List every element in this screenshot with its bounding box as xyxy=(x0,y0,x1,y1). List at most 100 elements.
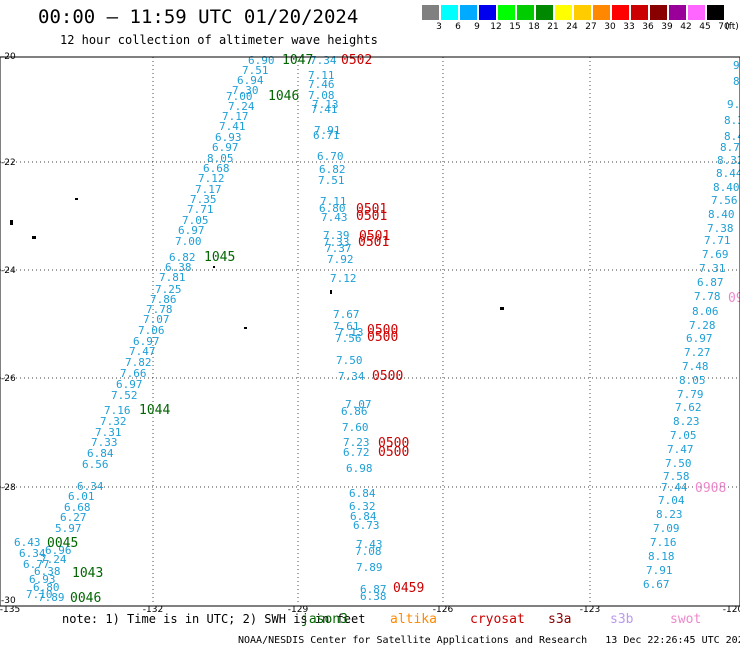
wave-height-value: 6.67 xyxy=(643,578,670,591)
legend-label: 6 xyxy=(455,22,461,32)
wave-height-value: 6.98 xyxy=(346,462,373,475)
legend-label: 39 xyxy=(661,22,673,32)
wave-height-value: 7.62 xyxy=(675,401,702,414)
wave-height-value: 7.89 xyxy=(38,591,65,604)
wave-height-value: 7.08 xyxy=(355,545,382,558)
wave-height-value: 6.34 xyxy=(19,547,46,560)
wave-height-value: 7.24 xyxy=(40,553,67,566)
time-stamp: 1043 xyxy=(72,566,103,581)
wave-height-value: 6.84 xyxy=(350,510,377,523)
wave-height-value: 8.06 xyxy=(692,305,719,318)
wave-height-value: 8.40 xyxy=(713,181,740,194)
legend-label: 9 xyxy=(474,22,480,32)
wave-height-value: 7.43 xyxy=(356,538,383,551)
legend-label: 27 xyxy=(585,22,597,32)
legend-unit: (ft) xyxy=(725,22,739,32)
wave-height-value: 6.68 xyxy=(64,501,91,514)
wave-height-value: 7.11 xyxy=(308,69,335,82)
legend-label: 3 xyxy=(436,22,442,32)
wave-height-value: 8.3 xyxy=(724,114,740,127)
wave-height-value: 7.86 xyxy=(150,293,177,306)
wave-height-value: 7.71 xyxy=(187,203,214,216)
x-tick-label: -123 xyxy=(580,605,600,615)
track-2: 7.347.117.467.087.137.417.916.716.706.82… xyxy=(308,53,424,603)
legend-swatch xyxy=(441,5,458,20)
wave-height-value: 8.05 xyxy=(207,152,234,165)
wave-height-value: 7.71 xyxy=(704,234,731,247)
wave-height-value: 7.82 xyxy=(125,356,152,369)
wave-height-value: 7.37 xyxy=(325,242,352,255)
wave-height-value: 7.66 xyxy=(120,367,147,380)
wave-height-value: 6.96 xyxy=(45,544,72,557)
island-mark xyxy=(10,220,13,225)
wave-height-value: 7.60 xyxy=(342,421,369,434)
satellite-label: s3b xyxy=(610,612,634,627)
wave-height-value: 7.58 xyxy=(663,470,690,483)
wave-height-value: 7.89 xyxy=(356,561,383,574)
wave-height-value: 6.97 xyxy=(178,224,205,237)
y-tick-label: -30 xyxy=(1,596,16,606)
satellite-label: cryosat xyxy=(470,612,525,627)
time-stamp: 0500 xyxy=(378,445,409,460)
wave-height-value: 6.80 xyxy=(319,202,346,215)
wave-height-value: 7.52 xyxy=(111,389,138,402)
wave-height-value: 7.91 xyxy=(646,564,673,577)
wave-height-value: 6.97 xyxy=(212,141,239,154)
legend-label: 42 xyxy=(680,22,692,32)
wave-height-value: 6.32 xyxy=(349,500,376,513)
wave-height-value: 7.61 xyxy=(333,320,360,333)
wave-height-value: 7.09 xyxy=(653,522,680,535)
footer-note: note: 1) Time is in UTC; 2) SWH is in fe… xyxy=(62,612,366,626)
legend-swatch xyxy=(536,5,553,20)
wave-height-value: 7.43 xyxy=(321,211,348,224)
wave-height-value: 7.33 xyxy=(91,436,118,449)
wave-height-value: 7.34 xyxy=(310,54,337,67)
time-stamp: 0500 xyxy=(378,436,409,451)
wave-height-value: 7.05 xyxy=(182,214,209,227)
wave-height-value: 7.56 xyxy=(335,332,362,345)
legend-label: 45 xyxy=(699,22,711,32)
wave-height-value: 7.00 xyxy=(175,235,202,248)
wave-height-value: 8.4 xyxy=(724,130,740,143)
legend-label: 70 xyxy=(718,22,730,32)
wave-height-value: 6.72 xyxy=(343,446,370,459)
legend-label: 30 xyxy=(604,22,616,32)
wave-height-value: 6.70 xyxy=(317,150,344,163)
wave-height-value: 7.35 xyxy=(190,193,217,206)
x-tick-label: -135 xyxy=(0,605,20,615)
time-stamp: 0501 xyxy=(359,229,390,244)
wave-height-value: 7.30 xyxy=(232,84,259,97)
wave-height-value: 8.05 xyxy=(679,374,706,387)
legend-swatch xyxy=(612,5,629,20)
x-tick-label: -129 xyxy=(288,605,309,615)
wave-height-value: 6.82 xyxy=(169,251,196,264)
time-stamp: 0502 xyxy=(341,53,372,68)
satellite-label: s3a xyxy=(548,612,572,627)
time-stamp: 0500 xyxy=(372,369,403,384)
wave-height-value: 7.13 xyxy=(337,326,364,339)
island-mark xyxy=(213,266,215,268)
wave-height-value: 7.25 xyxy=(155,283,182,296)
wave-height-value: 7.31 xyxy=(95,426,122,439)
wave-height-value: 7.91 xyxy=(314,124,341,137)
wave-height-value: 7.05 xyxy=(670,429,697,442)
y-tick-label: -24 xyxy=(1,266,16,276)
legend-swatch xyxy=(574,5,591,20)
time-stamp: 0046 xyxy=(70,591,101,606)
wave-height-value: 6.97 xyxy=(116,378,143,391)
wave-height-value: 7.69 xyxy=(702,248,729,261)
wave-height-value: 7.78 xyxy=(146,303,173,316)
wave-height-value: 7.47 xyxy=(667,443,694,456)
wave-height-value: 7.04 xyxy=(658,494,685,507)
satellite-label: swot xyxy=(670,612,702,627)
wave-height-value: 6.94 xyxy=(237,74,264,87)
wave-height-value: 7.12 xyxy=(198,172,225,185)
island-mark xyxy=(32,236,36,239)
wave-height-value: 7.07 xyxy=(143,313,170,326)
wave-height-value: 7.13 xyxy=(312,98,339,111)
wave-height-value: 9. xyxy=(733,59,740,72)
legend-label: 36 xyxy=(642,22,654,32)
y-axis-ticks: -20-22-24-26-28-30 xyxy=(1,52,16,606)
wave-height-value: 6.97 xyxy=(686,332,713,345)
